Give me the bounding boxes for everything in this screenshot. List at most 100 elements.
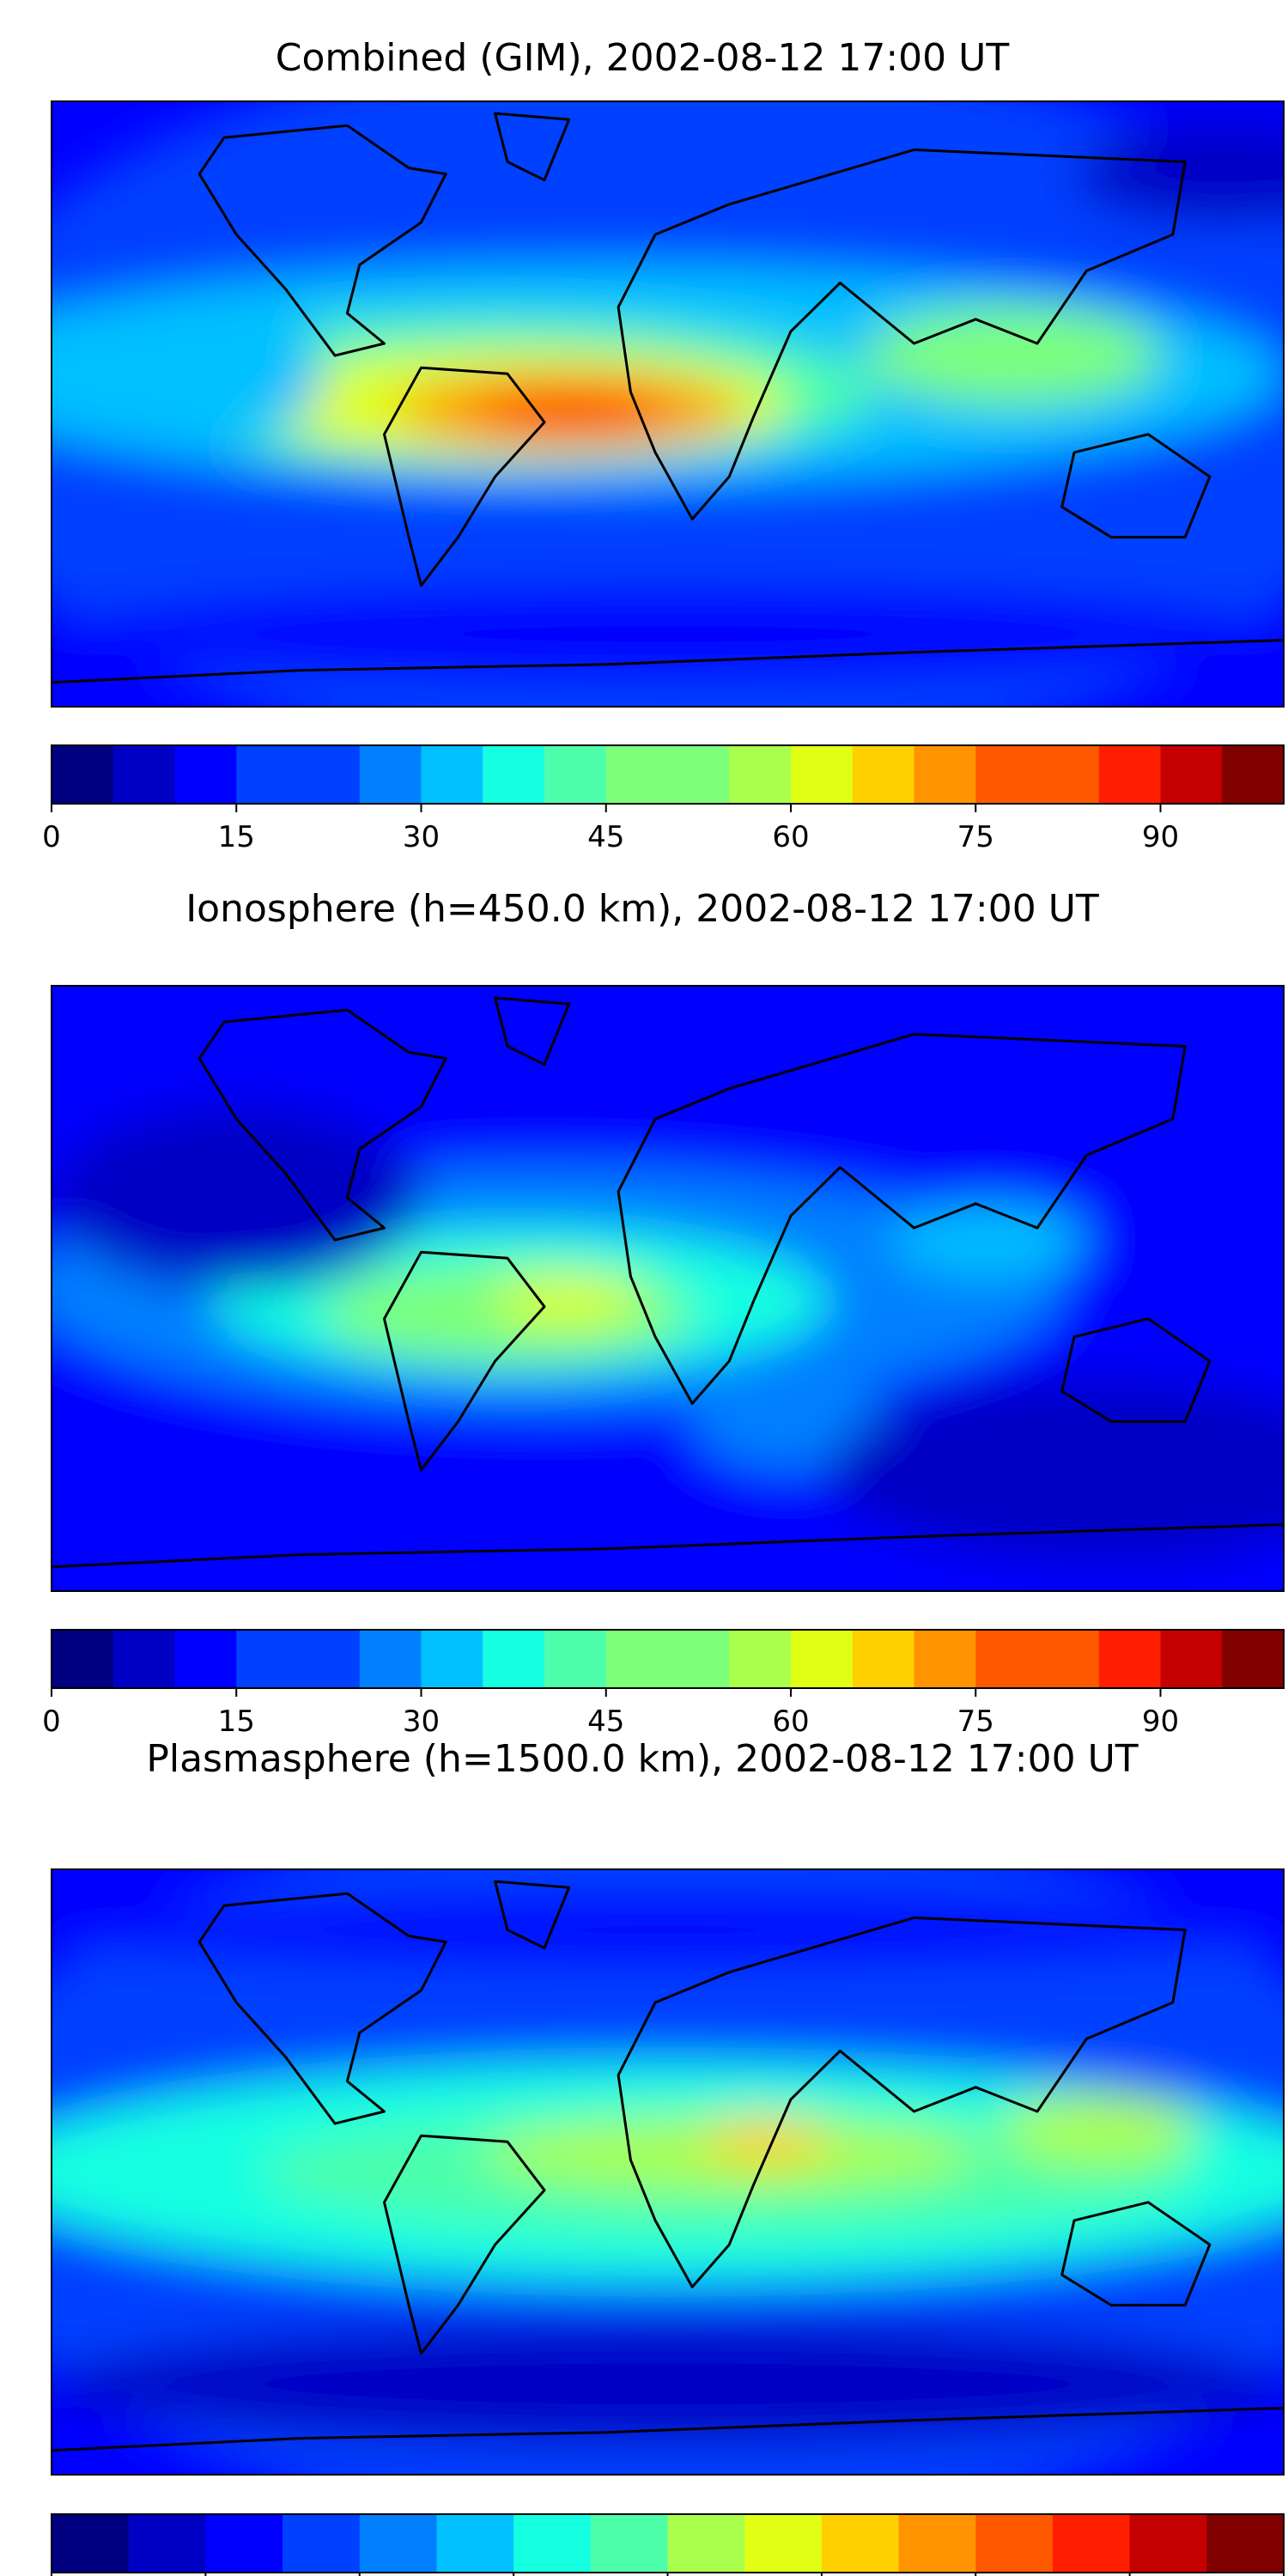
colorbar-segment — [744, 2514, 823, 2573]
colorbar-segment — [421, 1630, 483, 1688]
contour-region — [52, 1107, 422, 1289]
coastline — [52, 2406, 1284, 2452]
colorbar-tick-label: 30 — [403, 820, 440, 854]
colorbar-segment — [667, 2514, 745, 2573]
colorbar-tick-label: 45 — [587, 820, 624, 854]
colorbar-segment — [975, 2514, 1054, 2573]
colorbar-tick-label: 60 — [772, 820, 809, 854]
coastlines — [52, 1880, 1284, 2452]
colorbar-segment — [1129, 2514, 1207, 2573]
colorbar-segment — [236, 745, 299, 804]
colorbar-frame — [51, 1629, 1285, 1689]
colorbar-segment — [975, 745, 1038, 804]
colorbar-segment — [975, 1630, 1038, 1688]
colorbar-frame — [51, 744, 1285, 805]
map-combined — [51, 100, 1285, 708]
colorbar-segment — [729, 1630, 792, 1688]
contour-region — [889, 1203, 1087, 1277]
colorbar-segment — [236, 1630, 299, 1688]
colorbar-segment — [359, 2514, 437, 2573]
colorbar-segment — [667, 745, 730, 804]
colorbar-segment — [791, 745, 854, 804]
panel-title-combined: Combined (GIM), 2002-08-12 17:00 UT — [276, 36, 1010, 80]
coastline — [383, 1250, 546, 1472]
coastline — [1060, 2201, 1212, 2307]
colorbar-segment — [821, 2514, 900, 2573]
coastline — [197, 124, 447, 357]
colorbar-tick-label: 15 — [218, 820, 255, 854]
map-field — [52, 1869, 1284, 2475]
colorbar-tick-label: 90 — [1142, 820, 1179, 854]
coastline — [494, 996, 571, 1066]
colorbar-segment — [544, 1630, 607, 1688]
colorbar-segment — [729, 745, 792, 804]
contour-region — [704, 2117, 829, 2166]
colorbar-segment — [914, 745, 976, 804]
colorbar-segment — [174, 745, 237, 804]
colorbar-segment — [605, 1630, 668, 1688]
contour-region — [470, 388, 668, 432]
coastline — [617, 1916, 1187, 2288]
colorbar-segment — [298, 1630, 361, 1688]
colorbar-segment — [1160, 1630, 1223, 1688]
contour-region — [495, 1276, 643, 1325]
colorbar-segment — [1222, 745, 1285, 804]
contour-region — [52, 2323, 1284, 2445]
colorbar-segment — [298, 745, 361, 804]
panel-combined: Combined (GIM), 2002-08-12 17:00 UT 0 15 3… — [42, 36, 1285, 854]
colorbar-segment — [359, 745, 422, 804]
panel-title-plasmasphere: Plasmasphere (h=1500.0 km), 2002-08-12 1… — [146, 1737, 1138, 1781]
coastlines — [52, 112, 1284, 684]
colorbar-ionosphere: 0 15 30 45 60 75 90 — [42, 1629, 1285, 1739]
colorbar-tick-label: 30 — [403, 1704, 440, 1739]
contour-region — [52, 586, 1284, 683]
colorbar-segment — [605, 745, 668, 804]
colorbar-segment — [52, 2514, 130, 2573]
colorbar-segment — [791, 1630, 854, 1688]
panel-plasmasphere: Plasmasphere (h=1500.0 km), 2002-08-12 1… — [51, 1737, 1285, 2576]
colorbar-segment — [52, 1630, 114, 1688]
colorbar-segment — [112, 745, 175, 804]
colorbar-segment — [483, 1630, 545, 1688]
colorbar-segment — [544, 745, 607, 804]
colorbar-tick-label: 0 — [42, 1704, 61, 1739]
colorbar-segment — [174, 1630, 237, 1688]
coastline — [197, 1892, 447, 2125]
coastline — [383, 2134, 546, 2355]
colorbar-segment — [1098, 1630, 1161, 1688]
map-frame — [51, 985, 1285, 1592]
contour-region — [76, 301, 323, 447]
coastline — [617, 1032, 1187, 1405]
coastline — [617, 148, 1187, 520]
colorbar-tick-label: 90 — [1142, 1704, 1179, 1739]
coastline — [52, 1523, 1284, 1569]
coastline — [1060, 1317, 1212, 1424]
colorbar-combined: 0 15 30 45 60 75 90 — [42, 744, 1285, 854]
map-field — [52, 101, 1284, 707]
map-field — [52, 986, 1284, 1591]
colorbar-segment — [283, 2514, 361, 2573]
map-ionosphere — [51, 985, 1285, 1592]
coastline — [494, 112, 571, 182]
coastlines — [52, 996, 1284, 1569]
colorbar-tick-label: 15 — [218, 1704, 255, 1739]
colorbar-segment — [513, 2514, 592, 2573]
colorbar-tick-label: 0 — [42, 820, 61, 854]
colorbar-segment — [436, 2514, 514, 2573]
colorbar-segment — [1206, 2514, 1285, 2573]
colorbar-segment — [52, 745, 114, 804]
colorbar-tick-label: 75 — [957, 1704, 994, 1739]
colorbar-segment — [1037, 745, 1100, 804]
coastline — [52, 639, 1284, 684]
coastline — [197, 1008, 447, 1242]
colorbar-segment — [898, 2514, 976, 2573]
colorbar-segment — [112, 1630, 175, 1688]
contour-region — [865, 307, 1161, 404]
contour-region — [999, 2093, 1198, 2166]
colorbar-segment — [128, 2514, 206, 2573]
colorbar-segment — [590, 2514, 668, 2573]
map-frame — [51, 100, 1285, 708]
colorbar-segment — [852, 1630, 914, 1688]
panel-ionosphere: Ionosphere (h=450.0 km), 2002-08-12 17:0… — [42, 887, 1285, 1739]
contour-region — [52, 1893, 1284, 1966]
